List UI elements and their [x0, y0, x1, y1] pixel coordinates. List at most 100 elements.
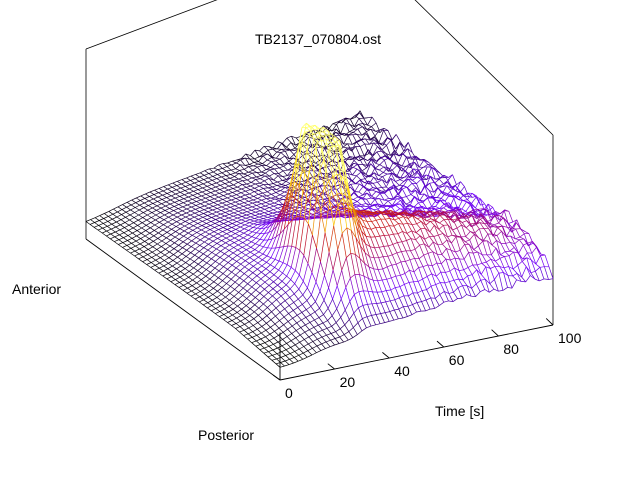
surface-segment: [287, 136, 292, 138]
surface-segment: [176, 192, 181, 194]
surface-segment: [238, 210, 243, 212]
surface-segment: [237, 220, 242, 222]
surface-segment: [221, 181, 225, 184]
surface-segment: [241, 312, 246, 315]
surface-segment: [156, 255, 160, 258]
surface-segment: [231, 200, 235, 202]
surface-segment: [191, 253, 195, 256]
surface-segment: [248, 203, 253, 205]
surface-segment: [177, 269, 181, 272]
surface-segment: [225, 250, 230, 253]
surface-segment: [173, 181, 178, 183]
surface-segment: [270, 324, 275, 327]
surface-segment: [273, 212, 278, 213]
surface-segment: [466, 205, 471, 212]
surface-segment: [262, 256, 267, 260]
surface-segment: [180, 191, 185, 193]
surface-segment: [131, 210, 135, 213]
surface-segment: [439, 184, 444, 186]
surface-segment: [249, 224, 254, 226]
surface-segment: [279, 263, 284, 270]
surface-segment: [280, 195, 284, 196]
surface-segment: [437, 198, 441, 199]
surface-segment: [284, 314, 289, 318]
surface-segment: [250, 220, 254, 221]
surface-segment: [181, 263, 186, 266]
surface-segment: [179, 245, 183, 247]
surface-segment: [223, 199, 227, 201]
surface-segment: [135, 249, 140, 251]
surface-segment: [151, 215, 156, 218]
surface-segment: [286, 293, 290, 298]
surface-segment: [110, 237, 115, 239]
surface-segment: [212, 183, 217, 185]
surface-segment: [163, 193, 168, 195]
surface-segment: [148, 203, 153, 205]
surface-segment: [227, 276, 231, 279]
surface-segment: [136, 201, 141, 203]
surface-segment: [91, 218, 96, 220]
surface-segment: [283, 246, 288, 263]
surface-segment: [252, 173, 257, 174]
surface-segment: [362, 168, 367, 171]
surface-segment: [242, 212, 247, 214]
surface-segment: [203, 217, 207, 219]
surface-segment: [184, 231, 188, 233]
surface-segment: [165, 255, 169, 258]
surface-segment: [188, 199, 193, 201]
surface-segment: [237, 309, 242, 312]
surface-segment: [183, 201, 188, 203]
surface-segment: [212, 247, 216, 249]
surface-segment: [159, 187, 164, 189]
surface-segment: [233, 250, 238, 253]
surface-segment: [274, 204, 279, 206]
surface-segment: [151, 260, 156, 262]
surface-segment: [303, 263, 308, 281]
surface-segment: [202, 273, 206, 276]
surface-segment: [161, 213, 165, 215]
surface-segment: [259, 186, 263, 188]
surface-segment: [233, 218, 238, 220]
surface-segment: [213, 210, 217, 212]
surface-segment: [145, 197, 150, 199]
surface-segment: [131, 203, 136, 205]
surface-segment: [171, 274, 176, 276]
surface-segment: [210, 279, 214, 282]
surface-segment: [209, 292, 213, 295]
surface-segment: [249, 223, 253, 224]
surface-segment: [90, 223, 95, 225]
surface-segment: [165, 252, 170, 255]
surface-segment: [223, 281, 227, 284]
surface-segment: [185, 191, 189, 193]
surface-segment: [379, 170, 383, 173]
surface-segment: [353, 135, 357, 143]
surface-segment: [231, 170, 235, 173]
surface-segment: [236, 324, 240, 327]
surface-segment: [135, 254, 140, 256]
surface-segment: [414, 203, 419, 207]
surface-segment: [375, 237, 379, 247]
surface-segment: [138, 218, 143, 221]
surface-segment: [239, 233, 244, 236]
surface-segment: [235, 174, 240, 177]
surface-segment: [233, 189, 237, 191]
surface-segment: [226, 238, 230, 240]
surface-segment: [186, 180, 191, 182]
surface-segment: [212, 179, 217, 181]
surface-segment: [230, 178, 234, 180]
surface-segment: [128, 233, 133, 235]
surface-segment: [247, 294, 252, 298]
surface-segment: [127, 202, 131, 205]
surface-segment: [236, 223, 241, 225]
surface-segment: [113, 209, 117, 212]
surface-segment: [273, 210, 277, 212]
surface-segment: [120, 225, 124, 228]
surface-segment: [213, 205, 218, 207]
surface-segment: [379, 173, 384, 176]
surface-segment: [300, 250, 304, 255]
surface-segment: [202, 267, 206, 270]
surface-segment: [232, 222, 237, 224]
surface-segment: [256, 176, 261, 177]
surface-segment: [200, 175, 205, 177]
surface-segment: [134, 215, 139, 218]
